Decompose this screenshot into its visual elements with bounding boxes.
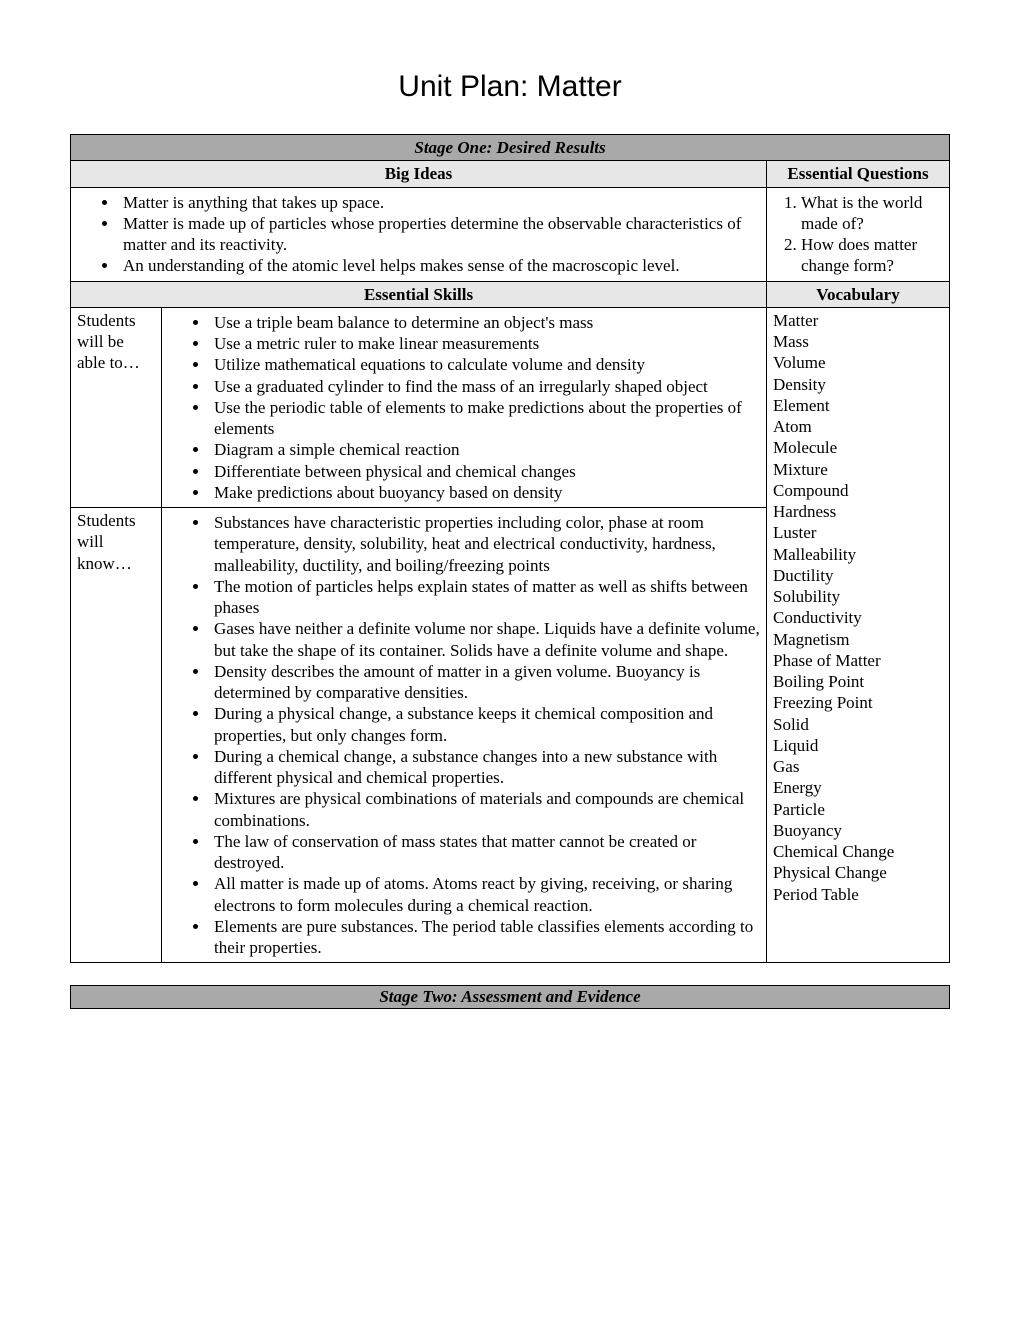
vocabulary-list: Matter Mass Volume Density Element Atom …	[773, 310, 943, 905]
list-item: An understanding of the atomic level hel…	[119, 255, 760, 276]
vocab-term: Conductivity	[773, 607, 943, 628]
vocab-term: Molecule	[773, 437, 943, 458]
big-ideas-cell: Matter is anything that takes up space. …	[71, 187, 767, 281]
list-item: Utilize mathematical equations to calcul…	[210, 354, 760, 375]
vocab-term: Atom	[773, 416, 943, 437]
list-item: Substances have characteristic propertie…	[210, 512, 760, 576]
vocab-term: Luster	[773, 522, 943, 543]
vocabulary-header: Vocabulary	[767, 281, 950, 307]
page-title: Unit Plan: Matter	[70, 70, 950, 104]
vocab-term: Boiling Point	[773, 671, 943, 692]
vocab-term: Solubility	[773, 586, 943, 607]
vocab-term: Mass	[773, 331, 943, 352]
list-item: During a physical change, a substance ke…	[210, 703, 760, 746]
vocab-term: Hardness	[773, 501, 943, 522]
list-item: Use a triple beam balance to determine a…	[210, 312, 760, 333]
spacer	[70, 963, 950, 985]
essential-skills-header: Essential Skills	[71, 281, 767, 307]
list-item: How does matter change form?	[801, 234, 943, 277]
vocab-term: Period Table	[773, 884, 943, 905]
vocab-term: Magnetism	[773, 629, 943, 650]
big-ideas-list: Matter is anything that takes up space. …	[77, 192, 760, 277]
vocab-term: Malleability	[773, 544, 943, 565]
stage-two-table: Stage Two: Assessment and Evidence	[70, 985, 950, 1009]
essential-questions-cell: What is the world made of? How does matt…	[767, 187, 950, 281]
list-item: Matter is anything that takes up space.	[119, 192, 760, 213]
vocab-term: Buoyancy	[773, 820, 943, 841]
big-ideas-header: Big Ideas	[71, 161, 767, 187]
stage-two-header: Stage Two: Assessment and Evidence	[71, 986, 950, 1009]
list-item: During a chemical change, a substance ch…	[210, 746, 760, 789]
essential-questions-list: What is the world made of? How does matt…	[773, 192, 943, 277]
vocab-term: Volume	[773, 352, 943, 373]
vocab-term: Solid	[773, 714, 943, 735]
essential-questions-header: Essential Questions	[767, 161, 950, 187]
list-item: What is the world made of?	[801, 192, 943, 235]
vocab-term: Ductility	[773, 565, 943, 586]
list-item: The motion of particles helps explain st…	[210, 576, 760, 619]
stage-one-table: Stage One: Desired Results Big Ideas Ess…	[70, 134, 950, 963]
list-item: Use a metric ruler to make linear measur…	[210, 333, 760, 354]
will-know-list: Substances have characteristic propertie…	[168, 512, 760, 958]
list-item: Density describes the amount of matter i…	[210, 661, 760, 704]
vocab-term: Density	[773, 374, 943, 395]
stage-one-header: Stage One: Desired Results	[71, 135, 950, 161]
vocab-term: Freezing Point	[773, 692, 943, 713]
list-item: Matter is made up of particles whose pro…	[119, 213, 760, 256]
vocab-term: Physical Change	[773, 862, 943, 883]
will-know-cell: Substances have characteristic propertie…	[162, 508, 767, 963]
list-item: Use the periodic table of elements to ma…	[210, 397, 760, 440]
vocab-term: Matter	[773, 310, 943, 331]
vocab-term: Phase of Matter	[773, 650, 943, 671]
vocab-term: Gas	[773, 756, 943, 777]
list-item: Elements are pure substances. The period…	[210, 916, 760, 959]
vocab-term: Chemical Change	[773, 841, 943, 862]
able-to-list: Use a triple beam balance to determine a…	[168, 312, 760, 503]
list-item: Make predictions about buoyancy based on…	[210, 482, 760, 503]
list-item: Use a graduated cylinder to find the mas…	[210, 376, 760, 397]
list-item: All matter is made up of atoms. Atoms re…	[210, 873, 760, 916]
vocab-term: Element	[773, 395, 943, 416]
list-item: Diagram a simple chemical reaction	[210, 439, 760, 460]
vocab-term: Compound	[773, 480, 943, 501]
list-item: Gases have neither a definite volume nor…	[210, 618, 760, 661]
list-item: Mixtures are physical combinations of ma…	[210, 788, 760, 831]
vocab-term: Liquid	[773, 735, 943, 756]
list-item: The law of conservation of mass states t…	[210, 831, 760, 874]
able-to-cell: Use a triple beam balance to determine a…	[162, 307, 767, 507]
vocab-term: Particle	[773, 799, 943, 820]
list-item: Differentiate between physical and chemi…	[210, 461, 760, 482]
vocab-term: Energy	[773, 777, 943, 798]
will-know-label: Students will know…	[71, 508, 162, 963]
vocab-term: Mixture	[773, 459, 943, 480]
able-to-label: Students will be able to…	[71, 307, 162, 507]
vocabulary-cell: Matter Mass Volume Density Element Atom …	[767, 307, 950, 963]
